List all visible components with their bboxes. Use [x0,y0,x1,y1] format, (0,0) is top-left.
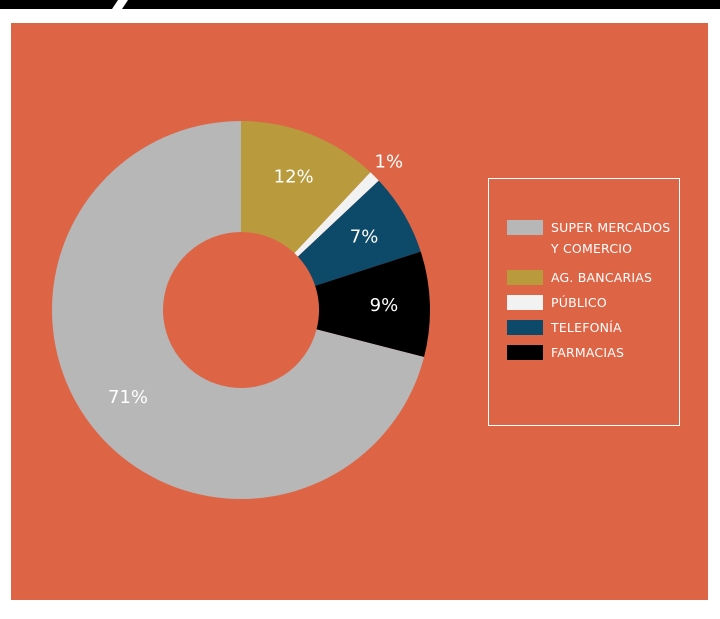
legend-item: FARMACIAS [507,342,671,363]
donut-slice [297,180,421,286]
legend-swatch [507,295,543,310]
legend-swatch [507,345,543,360]
donut-slices [52,121,430,499]
donut-slice [52,121,425,499]
legend-item: PÚBLICO [507,292,671,313]
slice-value-label: 71% [108,387,148,408]
top-banner-bar [0,0,720,9]
legend-item: AG. BANCARIAS [507,267,671,288]
legend-item: TELEFONÍA [507,317,671,338]
top-banner-right [122,0,720,9]
legend-label: TELEFONÍA [551,320,622,335]
slice-value-label: 1% [375,152,404,173]
legend-label: AG. BANCARIAS [551,270,653,285]
legend-label: SUPER MERCADOS Y COMERCIO [551,220,671,256]
donut-slice [315,251,430,358]
slice-value-label: 9% [370,295,399,316]
legend-swatch [507,320,543,335]
legend: SUPER MERCADOS Y COMERCIO AG. BANCARIAS … [488,178,680,426]
legend-item: SUPER MERCADOS Y COMERCIO [507,217,671,259]
donut-slice [294,172,379,257]
legend-swatch [507,270,543,285]
slice-value-label: 7% [350,227,379,248]
legend-swatch [507,220,543,235]
donut-slice [241,121,371,254]
top-banner-left [0,0,118,9]
legend-label: FARMACIAS [551,345,625,360]
legend-label: PÚBLICO [551,295,607,310]
slice-value-label: 12% [274,167,314,188]
slice-labels: 12% 1% 7% 9% 71% [108,152,403,408]
